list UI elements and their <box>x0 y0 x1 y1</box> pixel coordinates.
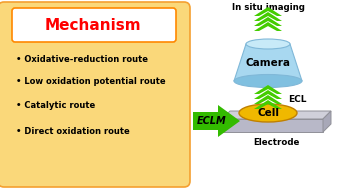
Ellipse shape <box>234 74 302 88</box>
Text: • Catalytic route: • Catalytic route <box>16 101 95 111</box>
Text: Electrode: Electrode <box>253 138 299 147</box>
Polygon shape <box>234 44 302 81</box>
Polygon shape <box>254 22 282 31</box>
Polygon shape <box>254 95 282 104</box>
Polygon shape <box>254 100 282 109</box>
Text: ECLM: ECLM <box>197 116 227 126</box>
Polygon shape <box>222 111 331 119</box>
Polygon shape <box>254 85 282 94</box>
Text: Mechanism: Mechanism <box>45 18 141 33</box>
Text: ECL: ECL <box>288 94 306 104</box>
FancyBboxPatch shape <box>0 2 190 187</box>
Polygon shape <box>254 90 282 99</box>
Ellipse shape <box>239 104 297 122</box>
Polygon shape <box>254 12 282 21</box>
FancyBboxPatch shape <box>12 8 176 42</box>
Polygon shape <box>254 7 282 16</box>
Polygon shape <box>222 119 323 132</box>
Text: • Low oxidation potential route: • Low oxidation potential route <box>16 77 166 87</box>
Text: Camera: Camera <box>245 58 291 68</box>
Text: In situ imaging: In situ imaging <box>232 3 304 12</box>
Polygon shape <box>193 105 240 137</box>
Text: • Oxidative-reduction route: • Oxidative-reduction route <box>16 54 148 64</box>
Text: Cell: Cell <box>257 108 279 118</box>
Text: • Direct oxidation route: • Direct oxidation route <box>16 126 130 136</box>
Ellipse shape <box>246 39 290 49</box>
Polygon shape <box>254 17 282 26</box>
Polygon shape <box>323 111 331 132</box>
